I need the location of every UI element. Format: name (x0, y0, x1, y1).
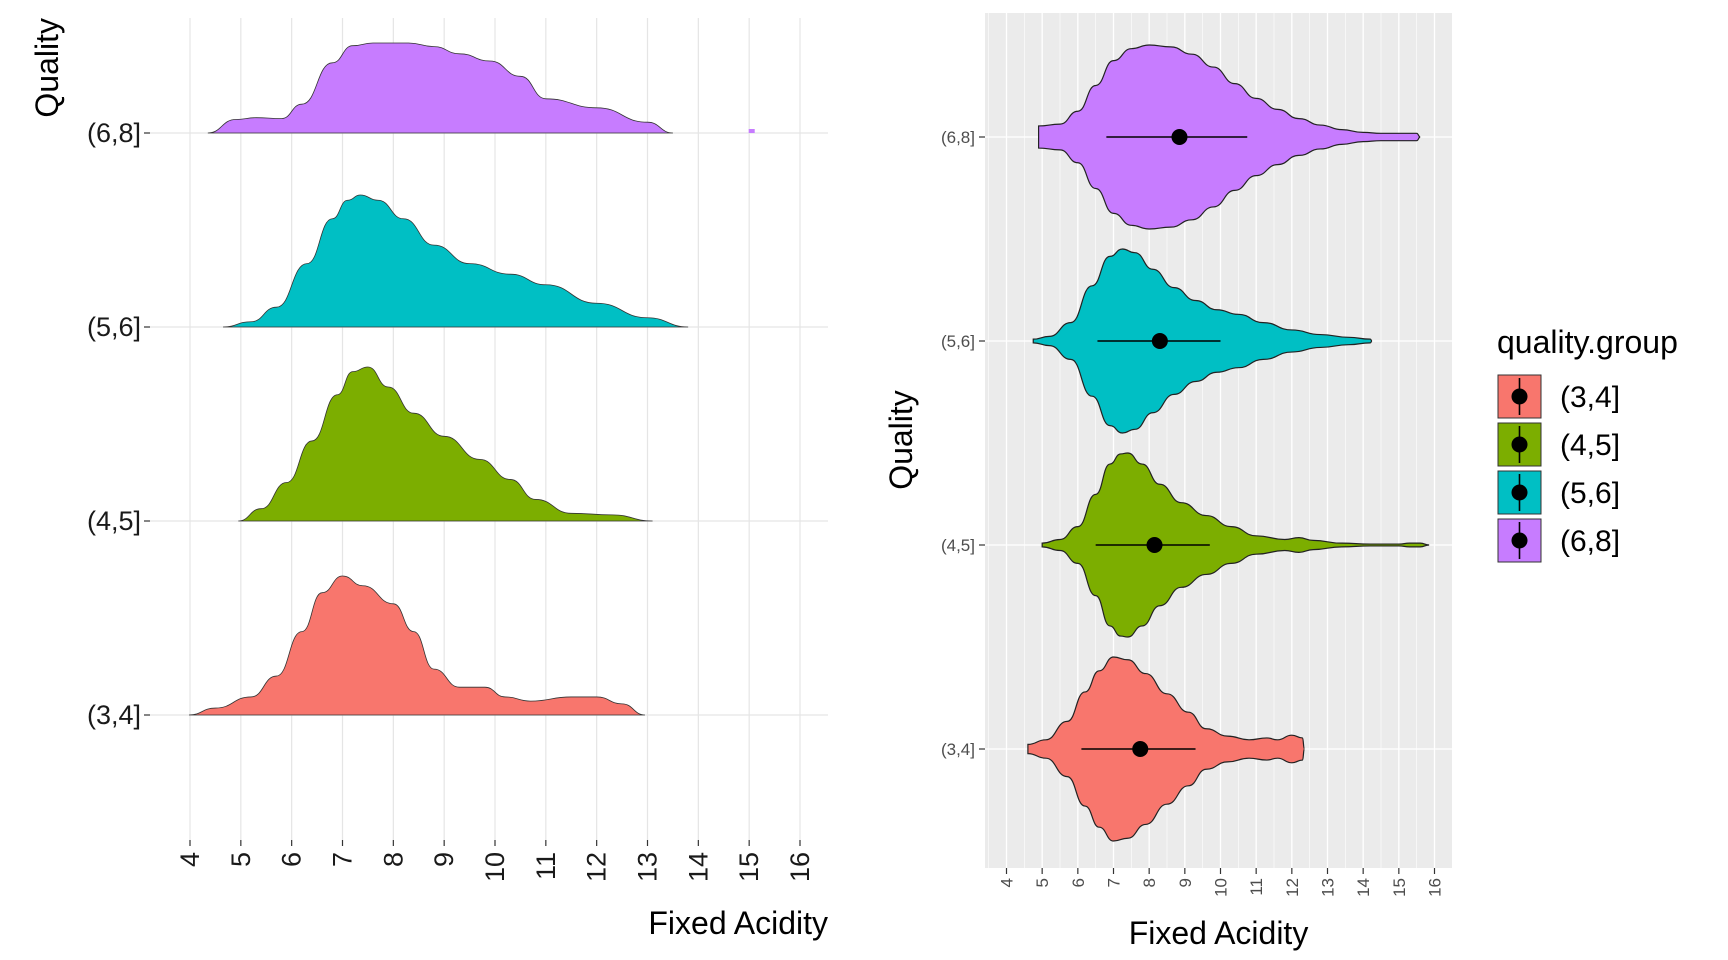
mean-point (1171, 129, 1188, 145)
legend-label: (4,5] (1560, 429, 1620, 462)
x-tick-label: 6 (277, 852, 307, 867)
legend-label: (3,4] (1560, 381, 1620, 414)
legend-key-point (1511, 388, 1528, 405)
x-tick-label: 9 (1176, 878, 1195, 887)
x-tick-label: 8 (1140, 878, 1159, 887)
y-tick-label: (4,5] (87, 506, 141, 536)
x-tick-label: 14 (683, 852, 713, 882)
x-tick-label: 15 (1390, 878, 1409, 897)
ridge-45 (238, 366, 653, 522)
y-axis-title: Quality (29, 18, 65, 118)
legend-label: (6,8] (1560, 525, 1620, 558)
violin-plot: (3,4] (4,5] (5,6] (6,8] 4 5 6 7 8 9 10 11 12 13 14 15 16… (883, 13, 1453, 951)
x-tick-label: 11 (531, 852, 561, 880)
x-tick-label: 12 (582, 852, 612, 882)
x-tick-label: 4 (998, 878, 1017, 887)
x-tick-label: 12 (1283, 878, 1302, 897)
ridge-outlier-blip (748, 129, 755, 133)
mean-point (1146, 537, 1163, 553)
legend-key-point (1511, 484, 1528, 501)
y-tick-label: (4,5] (941, 536, 975, 555)
legend-title: quality.group (1497, 324, 1678, 360)
violin-45 (1041, 452, 1430, 638)
ridge-68 (207, 42, 673, 134)
legend-key-point (1511, 532, 1528, 549)
x-axis-title: Fixed Acidity (648, 905, 828, 941)
legend-label: (5,6] (1560, 477, 1620, 510)
ridge-34 (188, 575, 645, 716)
x-tick-label: 8 (378, 852, 408, 867)
legend-key-point (1511, 436, 1528, 453)
x-tick-label: 13 (633, 852, 663, 882)
x-tick-label: 10 (1212, 878, 1231, 897)
x-tick-label: 7 (1105, 878, 1124, 887)
ridgeline-plot: (3,4] (4,5] (5,6] (6,8] 4 5 6 7 8 9 10 11 12 13 14 15 16… (29, 18, 828, 941)
y-tick-label: (5,6] (87, 312, 141, 342)
x-tick-label: 4 (175, 852, 205, 867)
x-tick-label: 5 (1033, 878, 1052, 887)
x-tick-label: 15 (734, 852, 764, 882)
y-tick-label: (6,8] (87, 118, 141, 148)
x-tick-label: 14 (1354, 878, 1373, 897)
mean-point (1132, 741, 1149, 757)
x-tick-label: 16 (785, 852, 815, 882)
y-tick-label: (3,4] (941, 740, 975, 759)
mean-point (1151, 333, 1168, 349)
y-tick-label: (6,8] (941, 128, 975, 147)
x-tick-label: 13 (1319, 878, 1338, 897)
y-tick-label: (3,4] (87, 700, 141, 730)
x-tick-label: 11 (1247, 878, 1266, 896)
y-axis-title: Quality (883, 390, 919, 490)
x-tick-label: 5 (226, 852, 256, 867)
x-axis-title: Fixed Acidity (1129, 915, 1309, 951)
legend: quality.group (3,4] (4,5] (5,6] (6,8] (1497, 324, 1678, 563)
x-tick-label: 10 (480, 852, 510, 882)
ridge-56 (223, 194, 689, 328)
y-tick-label: (5,6] (941, 332, 975, 351)
x-tick-label: 6 (1069, 878, 1088, 887)
x-tick-label: 7 (328, 852, 358, 867)
x-tick-label: 9 (429, 852, 459, 867)
x-tick-label: 16 (1426, 878, 1445, 897)
